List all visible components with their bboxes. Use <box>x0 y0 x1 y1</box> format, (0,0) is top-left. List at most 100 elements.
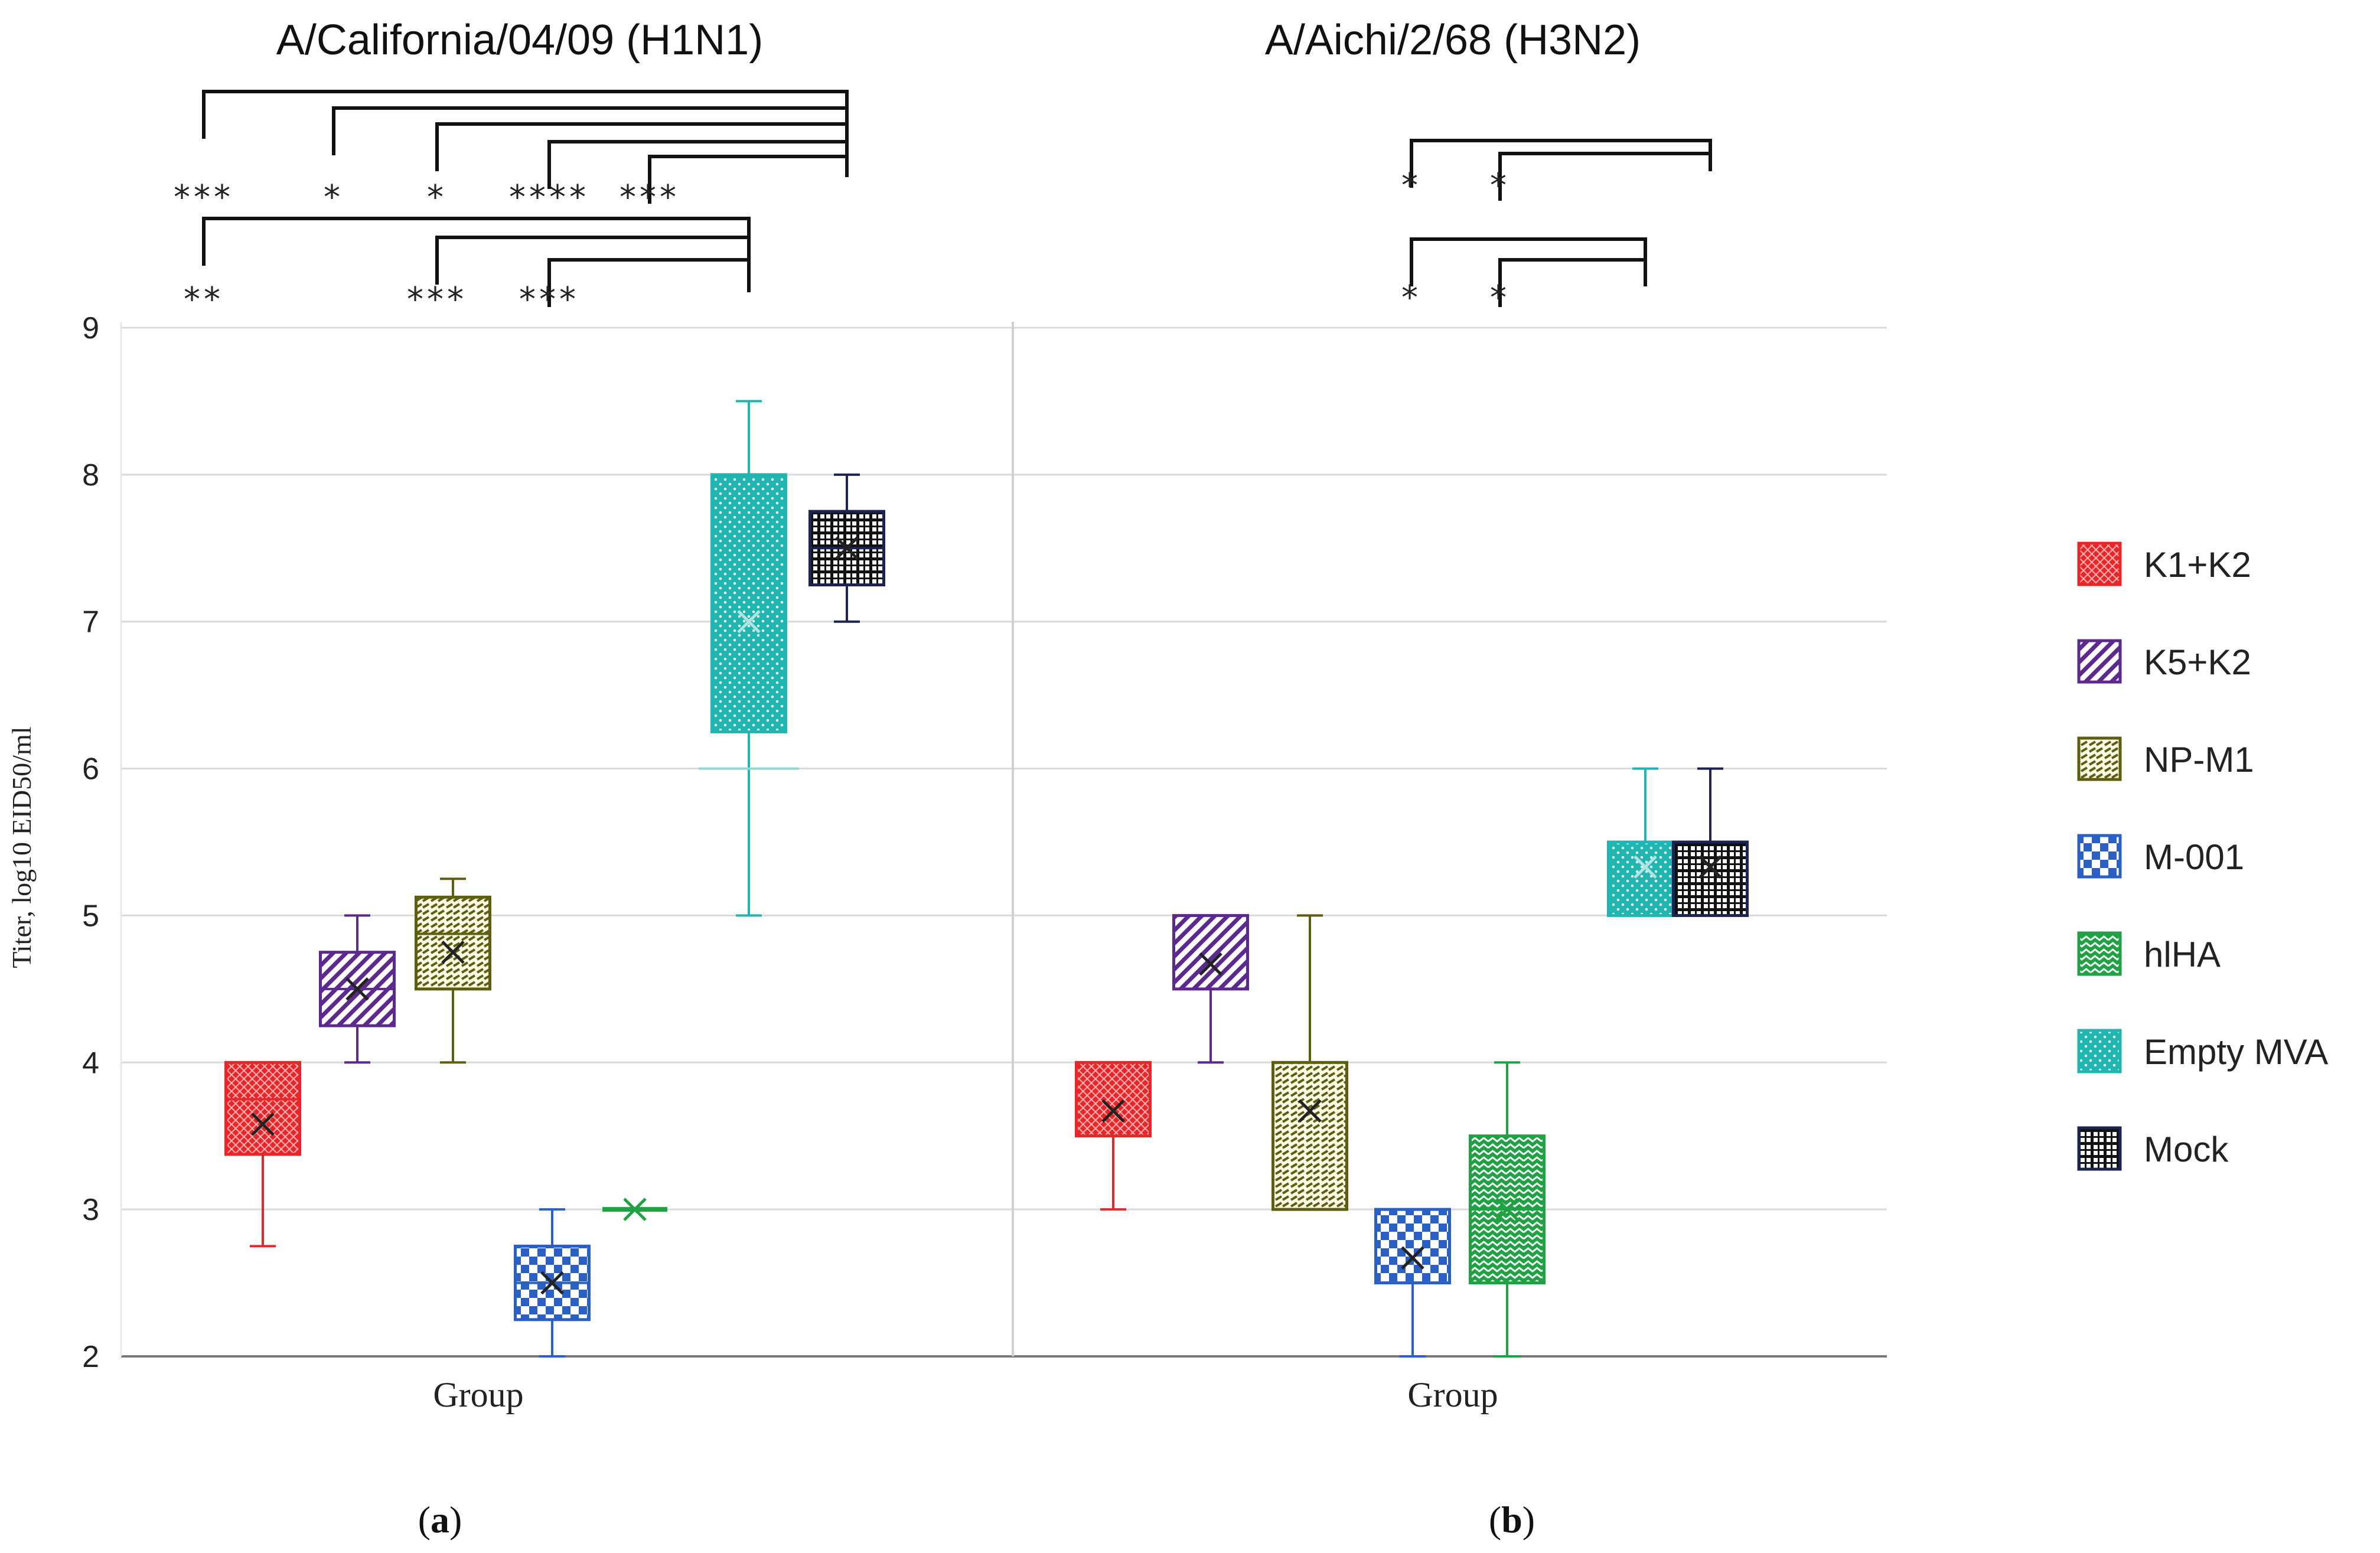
legend-swatch-hlha <box>2077 931 2122 976</box>
panel-a-k1k2-box <box>224 1061 301 1156</box>
panel-b-k1k2-box-group <box>1075 1061 1152 1211</box>
y-tick-label-8: 8 <box>82 458 99 492</box>
sig-panel-a-1-stars: *** <box>174 178 234 217</box>
panel-b-mock-mean-marker <box>1698 855 1722 879</box>
y-tick-label-2: 2 <box>82 1340 99 1374</box>
legend-label-m-001: M-001 <box>2144 837 2244 877</box>
panel-b-hlha-mean-marker <box>1495 1198 1519 1221</box>
sublabel-b: (b) <box>1489 1499 1535 1541</box>
sublabel-a: (a) <box>418 1499 462 1541</box>
sig-panel-a-3-bracket <box>435 122 849 171</box>
panel-b-empty-mva-box <box>1607 840 1684 917</box>
legend-label-mock: Mock <box>2144 1130 2229 1169</box>
axes-layer <box>120 322 1887 1358</box>
legend-label-empty-mva: Empty MVA <box>2144 1032 2328 1072</box>
legend-item-hlha: hlHA <box>2077 931 2221 976</box>
legend-item-empty-mva: Empty MVA <box>2077 1029 2328 1074</box>
panel-a-hlha-box-group <box>602 1198 667 1221</box>
sig-panel-a-4-bracket <box>547 140 849 189</box>
sig-panel-b-3-stars: * <box>1401 279 1422 317</box>
panel-a-k1k2-box-group <box>224 1061 301 1248</box>
panel-b-m-001-box-group <box>1374 1208 1451 1358</box>
panel-b-np-m1-box <box>1271 1061 1348 1211</box>
grid-layer <box>121 327 1887 1211</box>
sig-panel-b-2-stars: * <box>1490 167 1510 205</box>
sig-panel-a-4-stars: **** <box>509 178 589 217</box>
panel-b-mock-box <box>1672 840 1749 917</box>
sig-panel-a-2-stars: * <box>324 178 344 217</box>
panel-a-np-m1-box <box>415 895 491 991</box>
panel-b-empty-mva-mean-marker <box>1634 855 1657 879</box>
boxes-layer <box>224 400 1749 1358</box>
legend-item-np-m1: NP-M1 <box>2077 736 2254 781</box>
panel-b-x-label: Group <box>1407 1375 1498 1414</box>
sig-panel-b-1-stars: * <box>1401 167 1422 205</box>
sig-panel-a-5-stars: *** <box>620 178 680 217</box>
panel-a-empty-mva-box-group <box>699 400 799 917</box>
panel-a-np-m1-mean-marker <box>441 940 465 964</box>
panel-b-empty-mva-box-group <box>1607 767 1684 917</box>
sig-panel-a-7-stars: *** <box>407 280 467 319</box>
legend-item-k5k2: K5+K2 <box>2077 639 2251 684</box>
panel-b-m-001-mean-marker <box>1401 1246 1424 1270</box>
panel-b-m-001-box <box>1374 1208 1451 1285</box>
sig-panel-b-4-stars: * <box>1490 279 1510 317</box>
y-tick-label-4: 4 <box>82 1046 99 1080</box>
panel-a-title: A/California/04/09 (H1N1) <box>276 17 763 64</box>
sig-panel-b-4-bracket <box>1498 258 1647 307</box>
panel-a-hlha-mean-marker <box>623 1198 647 1221</box>
significance-layer: *** * * **** ***** *** **** ** * <box>174 90 1712 319</box>
sig-panel-b-3-bracket <box>1410 237 1647 286</box>
legend-swatch-k5k2 <box>2077 639 2122 684</box>
legend-label-hlha: hlHA <box>2144 935 2221 974</box>
sig-panel-a-5-bracket <box>648 155 849 204</box>
legend-item-mock: Mock <box>2077 1126 2229 1171</box>
panel-a-empty-mva-box <box>710 473 787 733</box>
sig-panel-a-6-bracket <box>202 217 751 292</box>
panel-b-np-m1-mean-marker <box>1298 1099 1322 1123</box>
panel-b-k1k2-mean-marker <box>1101 1099 1125 1123</box>
y-tick-label-9: 9 <box>82 311 99 345</box>
panel-a-k5k2-mean-marker <box>345 977 369 1001</box>
panel-b-mock-box-group <box>1672 767 1749 917</box>
sig-panel-a-6-stars: ** <box>184 280 224 319</box>
panel-b-np-m1-box-group <box>1271 914 1348 1211</box>
panel-b-hlha-box-group <box>1469 1061 1546 1358</box>
sig-panel-b-2-bracket <box>1498 152 1712 201</box>
legend-label-k5k2: K5+K2 <box>2144 642 2251 682</box>
y-tick-label-3: 3 <box>82 1193 99 1227</box>
legend-swatch-empty-mva <box>2077 1029 2122 1074</box>
panel-b-k5k2-box-group <box>1172 913 1249 1064</box>
sig-panel-a-7-bracket <box>435 236 751 292</box>
y-tick-label-7: 7 <box>82 605 99 640</box>
panel-a-x-label: Group <box>433 1375 523 1414</box>
legend-swatch-np-m1 <box>2077 736 2122 781</box>
panel-a-mock-box-group <box>808 473 885 623</box>
panel-b-title: A/Aichi/2/68 (H3N2) <box>1265 17 1641 64</box>
legend-item-k1k2: K1+K2 <box>2077 541 2251 586</box>
legend-label-k1k2: K1+K2 <box>2144 545 2251 585</box>
panel-a-mock-mean-marker <box>835 536 859 560</box>
panel-a-m-001-box-group <box>514 1208 591 1358</box>
legend-swatch-m-001 <box>2077 834 2122 879</box>
legend-item-m-001: M-001 <box>2077 834 2244 879</box>
legend-swatch-mock <box>2077 1126 2122 1171</box>
y-axis-label: Titer, log10 EID50/ml <box>6 726 37 968</box>
y-tick-label-5: 5 <box>82 899 99 933</box>
panel-a-k1k2-mean-marker <box>251 1112 275 1136</box>
legend-label-np-m1: NP-M1 <box>2144 740 2254 779</box>
panel-a-m-001-mean-marker <box>540 1271 564 1295</box>
legend: K1+K2 K5+K2 NP-M1 M-001 hlHA Empty MVA Mock <box>2077 541 2328 1171</box>
panel-a-k5k2-box-group <box>319 914 396 1064</box>
panel-b-k1k2-box <box>1075 1061 1152 1138</box>
sig-panel-a-1-bracket <box>202 90 849 174</box>
sig-panel-a-8-stars: *** <box>519 280 579 319</box>
legend-swatch-k1k2 <box>2077 541 2122 586</box>
sig-panel-a-8-bracket <box>547 258 751 307</box>
y-tick-labels: 2 3 4 5 6 7 8 9 <box>82 311 99 1374</box>
panel-b-k5k2-box <box>1172 913 1249 991</box>
sig-panel-b-1-bracket <box>1410 139 1712 188</box>
panel-a-np-m1-box-group <box>415 877 491 1064</box>
sig-panel-a-3-stars: * <box>427 178 447 217</box>
panel-b-k5k2-mean-marker <box>1199 952 1222 976</box>
